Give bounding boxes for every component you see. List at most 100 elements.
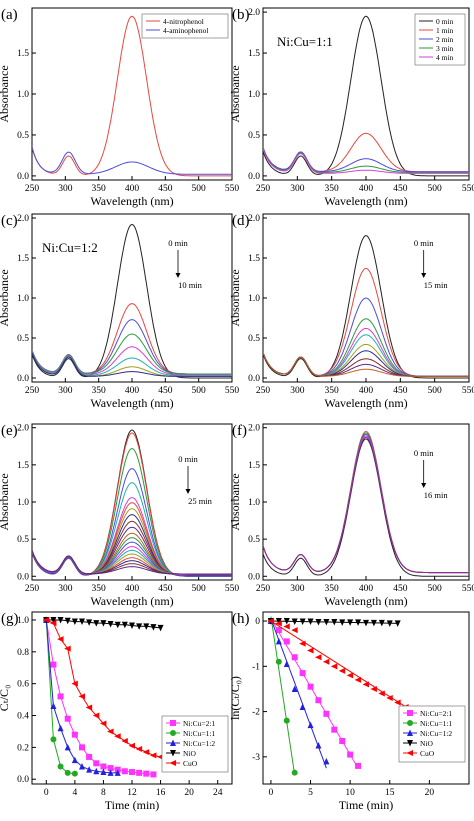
data-point: [267, 618, 274, 625]
data-point: [339, 619, 346, 626]
legend-label: 2 min: [436, 35, 454, 44]
data-point: [121, 768, 128, 775]
y-tick-label: -3: [252, 753, 260, 763]
x-tick-label: 500: [192, 386, 207, 396]
series-line-3: [32, 468, 232, 577]
y-tick-label: 0.6: [17, 680, 29, 690]
legend-label: Ni:Cu=1:1: [420, 719, 452, 728]
y-tick-label: 1.5: [17, 49, 29, 59]
x-tick-label: 10: [345, 788, 355, 798]
data-point: [49, 620, 57, 627]
data-point: [143, 623, 150, 630]
legend-label: Ni:Cu=1:1: [183, 729, 215, 738]
x-tick-label: 300: [58, 386, 73, 396]
series-line-5: [263, 334, 469, 377]
data-point: [99, 720, 107, 727]
x-tick-label: 400: [125, 386, 140, 396]
data-point: [135, 745, 143, 752]
y-tick-label: 0.5: [17, 334, 29, 344]
x-tick-label: 300: [58, 584, 73, 594]
y-tick-label: 2.0: [248, 214, 260, 224]
data-point: [79, 762, 85, 770]
series-line-1: [263, 430, 469, 574]
x-tick-label: 300: [290, 184, 305, 194]
x-tick-label: 16: [156, 788, 166, 798]
arrow-end-label: 15 min: [424, 280, 449, 290]
legend-label: Ni:Cu=1:2: [420, 729, 452, 738]
chart-panel-4: 250 300 350 400 450 500 550 0.0 0.5 1.0 1.5 2.0 Wave…: [0, 423, 239, 608]
data-point: [114, 621, 121, 629]
y-tick-label: 2.0: [17, 214, 29, 224]
x-tick-label: 500: [428, 184, 443, 194]
series-line-2: [32, 447, 232, 577]
legend-label: 4-aminophenol: [163, 26, 208, 35]
panel-label: (f): [232, 423, 247, 439]
chart-panel-6: 0 4 8 12 16 20 24 0.0 0.2 0.4 0.6 0.8 1.0 Time (min) C…: [0, 611, 233, 812]
data-point: [100, 768, 107, 776]
data-point: [283, 638, 290, 645]
y-tick-label: 0.2: [17, 743, 29, 753]
data-point: [299, 670, 306, 677]
series-line-3: [32, 333, 232, 375]
data-point: [143, 770, 150, 777]
series-line-10: [32, 526, 232, 576]
plot-area: [263, 15, 469, 177]
legend-marker: [170, 750, 176, 757]
data-point: [307, 647, 314, 654]
data-point: [136, 623, 143, 630]
y-tick-label: 1.5: [17, 254, 29, 264]
data-point: [107, 620, 114, 628]
x-tick-label: 450: [158, 584, 173, 594]
trend-arrow-head: [185, 489, 191, 494]
legend-marker: [406, 750, 413, 756]
x-tick-label: 550: [225, 584, 240, 594]
panel-label: (e): [1, 423, 18, 439]
plot-frame: [262, 423, 470, 581]
data-point: [78, 693, 85, 700]
arrow-end-label: 25 min: [188, 496, 213, 506]
data-point: [275, 658, 282, 665]
data-point: [64, 769, 71, 776]
data-point: [93, 760, 100, 767]
y-axis-label: ln(Cₜ/C₀): [228, 676, 242, 720]
plot-area: [263, 235, 469, 379]
data-point: [275, 620, 282, 627]
arrow-end-label: 10 min: [178, 280, 203, 290]
legend-marker: [170, 739, 176, 746]
y-tick-label: 1.5: [248, 49, 260, 59]
y-tick-label: 1.5: [17, 461, 29, 471]
data-point: [57, 763, 64, 770]
series-line-12: [32, 537, 232, 576]
data-point: [322, 658, 330, 665]
x-tick-label: 450: [393, 184, 408, 194]
series-line-4: [263, 148, 469, 174]
data-point: [315, 618, 322, 626]
y-tick-label: 0.5: [248, 131, 260, 141]
series-line-0: [263, 235, 469, 379]
data-point: [331, 618, 338, 626]
y-tick-label: 0.4: [17, 712, 29, 722]
data-point: [107, 769, 114, 776]
y-tick-label: 0.5: [17, 131, 29, 141]
data-point: [291, 769, 298, 776]
data-point: [363, 619, 369, 627]
data-point: [315, 742, 322, 749]
x-tick-label: 450: [158, 184, 173, 194]
data-point: [275, 637, 282, 645]
arrow-start-label: 0 min: [168, 238, 188, 248]
x-tick-label: 450: [393, 386, 408, 396]
series-line-2: [263, 147, 469, 173]
data-point: [64, 645, 71, 652]
y-axis-label: Absorbance: [0, 269, 11, 326]
data-point: [50, 736, 57, 743]
plot-area: [32, 429, 232, 577]
series-line-20: [32, 550, 232, 575]
legend-marker: [170, 720, 176, 726]
x-tick-label: 250: [25, 184, 40, 194]
data-point: [394, 620, 401, 627]
panel-label: (a): [1, 7, 18, 23]
x-tick-label: 250: [25, 386, 40, 396]
x-tick-label: 400: [359, 386, 374, 396]
